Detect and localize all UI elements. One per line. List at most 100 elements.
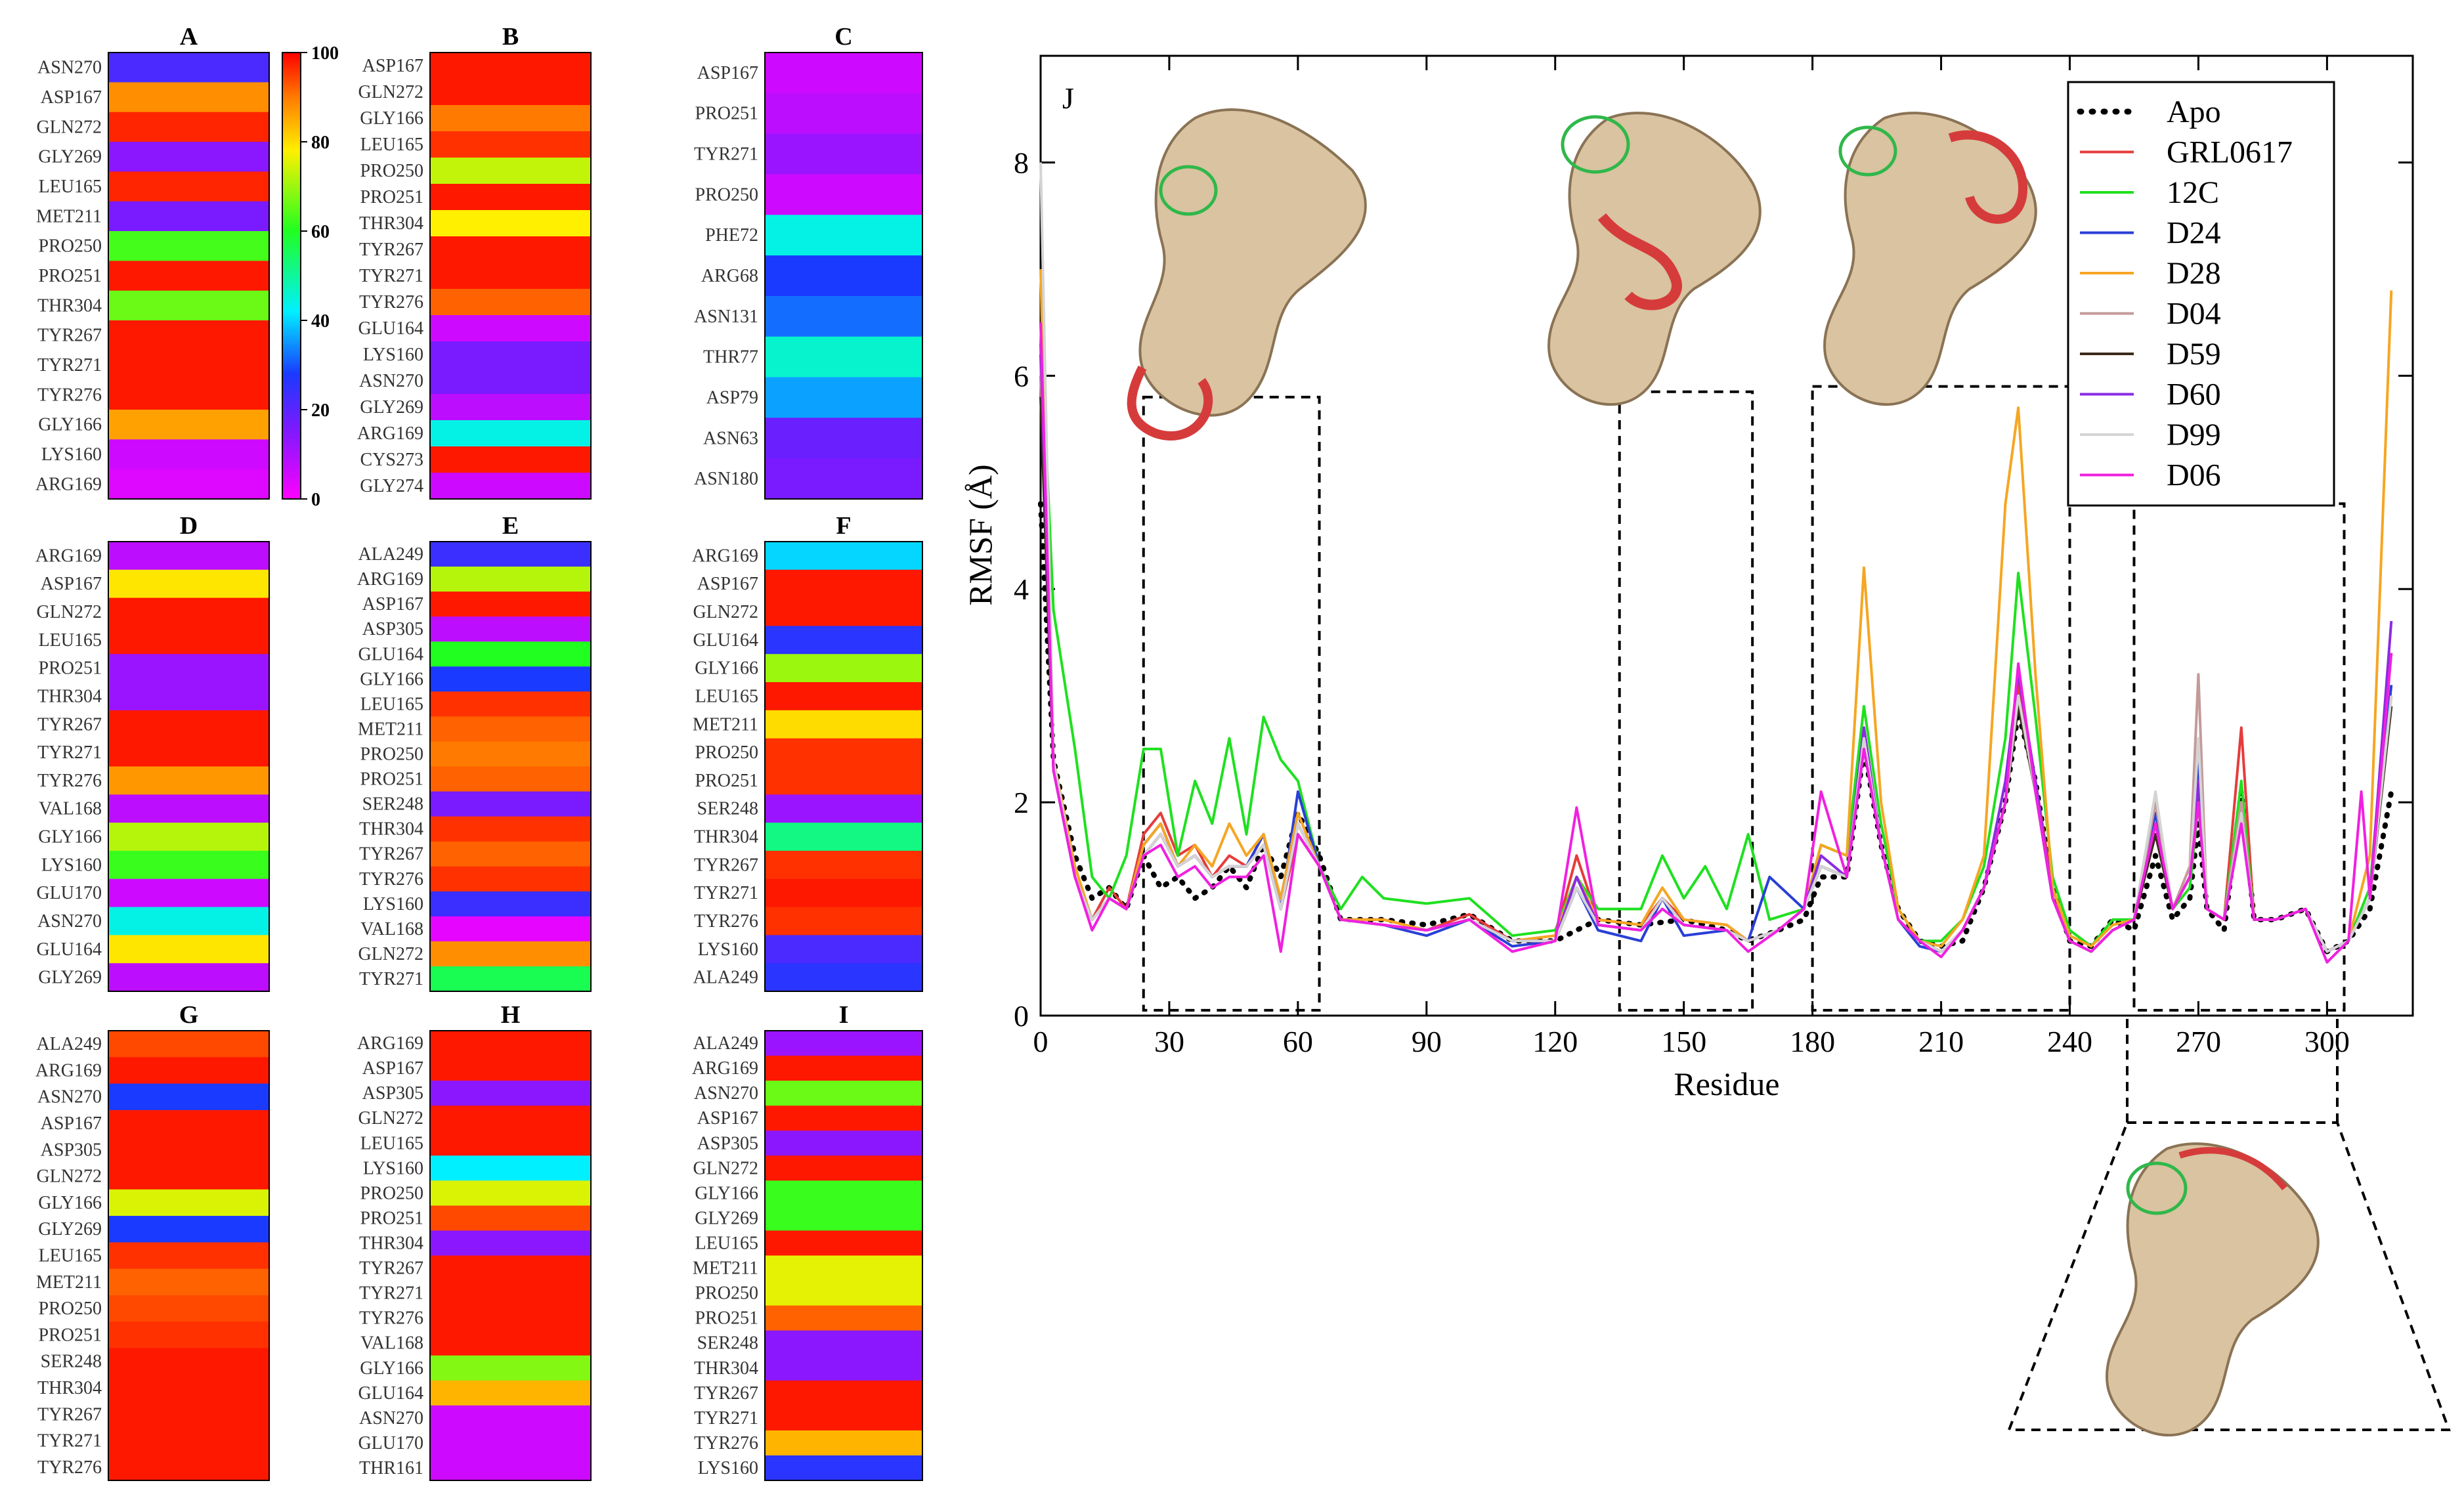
heatmap-cell bbox=[108, 379, 269, 410]
residue-label: SER248 bbox=[697, 1333, 758, 1354]
x-tick-label: 0 bbox=[1033, 1025, 1048, 1058]
residue-label: MET211 bbox=[358, 719, 423, 739]
heatmap-cell bbox=[765, 1056, 922, 1081]
heatmap-title: B bbox=[502, 23, 519, 51]
residue-label: GLY166 bbox=[38, 827, 102, 848]
residue-label: TYR271 bbox=[359, 266, 423, 286]
heatmap-cell bbox=[108, 682, 269, 711]
y-tick-label: 8 bbox=[1014, 146, 1029, 179]
residue-label: TYR276 bbox=[359, 869, 423, 890]
residue-label: THR304 bbox=[359, 819, 423, 840]
residue-label: LYS160 bbox=[363, 345, 423, 365]
residue-label: MET211 bbox=[693, 1259, 758, 1279]
heatmap-h: H ARG169 ASP167 ASP305 GLN272 LEU165 LYS160 PRO… bbox=[357, 1001, 592, 1481]
residue-label: GLU170 bbox=[358, 1433, 423, 1453]
residue-label: GLU164 bbox=[36, 939, 102, 960]
heatmap-cell bbox=[430, 1081, 591, 1106]
heatmap-cell bbox=[108, 1057, 269, 1085]
residue-label: GLU170 bbox=[36, 883, 102, 903]
heatmap-cell bbox=[108, 794, 269, 823]
heatmap-cell bbox=[430, 394, 591, 421]
residue-label: ASN270 bbox=[37, 1087, 102, 1108]
heatmap-cell bbox=[765, 1455, 922, 1481]
heatmap-cell bbox=[765, 1130, 922, 1156]
heatmap-cell bbox=[765, 1230, 922, 1256]
residue-label: GLY166 bbox=[360, 108, 423, 129]
x-tick-label: 120 bbox=[1532, 1025, 1578, 1058]
x-tick-label: 180 bbox=[1790, 1025, 1835, 1058]
residue-label: SER248 bbox=[697, 799, 758, 819]
legend-label: D24 bbox=[2167, 216, 2221, 251]
heatmap-cell bbox=[430, 916, 591, 942]
heatmap-title: F bbox=[836, 512, 851, 540]
residue-label: ASP167 bbox=[41, 574, 102, 594]
heatmap-g: G ALA249 ARG169 ASN270 ASP167 ASP305 GLN272 GLY… bbox=[35, 1001, 270, 1481]
heatmap-i: I ALA249 ARG169 ASN270 ASP167 ASP305 GLN272 GLY… bbox=[692, 1001, 923, 1481]
heatmap-cell bbox=[430, 567, 591, 592]
heatmap-cell bbox=[430, 966, 591, 992]
heatmap-cell bbox=[430, 1205, 591, 1231]
heatmap-cell bbox=[108, 1268, 269, 1296]
residue-label: ASP167 bbox=[362, 594, 423, 614]
heatmap-cell bbox=[430, 289, 591, 316]
protein-structure-image-3 bbox=[1823, 112, 2037, 406]
residue-label: TYR276 bbox=[359, 1308, 423, 1329]
heatmap-cell bbox=[765, 654, 922, 683]
heatmap-border bbox=[429, 52, 592, 500]
protein-structure-image-2 bbox=[1547, 112, 1762, 406]
residue-label: ASN63 bbox=[703, 428, 758, 448]
y-axis-label: RMSF (Å) bbox=[962, 464, 999, 605]
residue-label: ARG169 bbox=[35, 474, 102, 494]
residue-label: VAL168 bbox=[39, 799, 102, 819]
residue-label: GLY166 bbox=[360, 669, 423, 689]
residue-label: ARG169 bbox=[357, 569, 423, 590]
protein-structure-image-1 bbox=[1127, 108, 1367, 441]
residue-label: ASP167 bbox=[697, 1108, 758, 1129]
residue-label: GLU164 bbox=[693, 630, 758, 651]
residue-label: LEU165 bbox=[360, 135, 423, 155]
heatmap-title: D bbox=[180, 512, 198, 540]
highlight-region bbox=[1618, 390, 1754, 1012]
heatmap-cell bbox=[430, 315, 591, 342]
heatmap-cell bbox=[430, 1455, 591, 1481]
heatmap-border bbox=[764, 1030, 923, 1481]
heatmap-title: E bbox=[502, 512, 519, 540]
heatmap-cell bbox=[108, 878, 269, 908]
heatmap-cell bbox=[108, 142, 269, 172]
heatmap-cell bbox=[765, 1255, 922, 1281]
heatmap-cell bbox=[108, 1163, 269, 1190]
heatmap-cell bbox=[765, 1081, 922, 1106]
heatmap-cell bbox=[765, 377, 922, 418]
x-tick-label: 270 bbox=[2176, 1025, 2221, 1058]
legend-label: D28 bbox=[2167, 256, 2221, 291]
x-tick-label: 30 bbox=[1154, 1025, 1184, 1058]
heatmap-title: H bbox=[501, 1001, 521, 1029]
residue-label: PRO251 bbox=[695, 1308, 758, 1329]
residue-label: TYR271 bbox=[694, 883, 758, 903]
residue-label: THR304 bbox=[694, 827, 758, 848]
heatmap-cell bbox=[430, 1280, 591, 1306]
residue-label: PHE72 bbox=[705, 225, 758, 246]
residue-label: PRO250 bbox=[39, 236, 102, 257]
residue-label: LEU165 bbox=[695, 1233, 758, 1253]
heatmap-cell bbox=[430, 53, 591, 79]
heatmap-cell bbox=[765, 1430, 922, 1456]
residue-label: TYR267 bbox=[359, 240, 423, 260]
residue-label: MET211 bbox=[36, 206, 102, 226]
heatmap-cell bbox=[108, 1216, 269, 1243]
residue-label: MET211 bbox=[36, 1272, 102, 1293]
residue-label: TYR276 bbox=[37, 1457, 102, 1478]
heatmap-cell bbox=[108, 469, 269, 500]
residue-label: PRO250 bbox=[360, 744, 423, 764]
heatmap-cell bbox=[765, 1305, 922, 1331]
residue-label: TYR271 bbox=[359, 1283, 423, 1304]
heatmap-cell bbox=[108, 1453, 269, 1481]
heatmap-cell bbox=[108, 350, 269, 381]
residue-label: GLN272 bbox=[358, 1108, 423, 1129]
residue-label: ASN270 bbox=[359, 371, 423, 391]
residue-label: PRO251 bbox=[360, 769, 423, 790]
residue-label: SER248 bbox=[362, 794, 423, 815]
highlight-region bbox=[2132, 502, 2346, 1012]
residue-label: THR304 bbox=[694, 1358, 758, 1379]
legend-label: D59 bbox=[2167, 337, 2221, 372]
